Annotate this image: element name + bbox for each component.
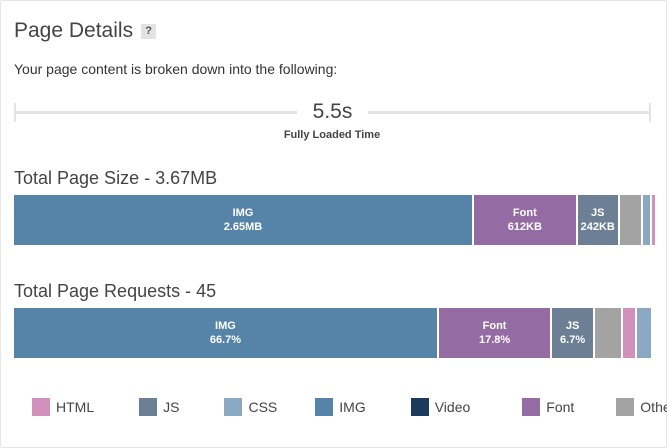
legend-label: Font	[546, 399, 575, 415]
legend-item-js[interactable]: JS	[139, 398, 179, 416]
legend-swatch	[410, 398, 429, 416]
segment-name: JS	[565, 320, 580, 332]
legend-item-html[interactable]: HTML	[32, 398, 94, 416]
timeline-line-left	[14, 111, 297, 114]
legend-swatch	[522, 398, 541, 416]
legend-swatch	[315, 398, 334, 416]
content-type-legend: HTML JS CSS IMG Video Font Other	[32, 398, 667, 416]
segment-value: 66.7%	[209, 334, 242, 346]
title-row: Page Details ?	[14, 19, 157, 43]
segment-name: Font	[482, 320, 507, 332]
bar-segment-css[interactable]	[636, 308, 651, 358]
fully-loaded-time-label: Fully Loaded Time	[283, 129, 381, 141]
page-requests-bar: IMG 66.7% Font 17.8% JS 6.7%	[14, 308, 651, 358]
legend-item-other[interactable]: Other	[616, 398, 667, 416]
segment-value: 612KB	[507, 221, 542, 233]
segment-name: JS	[591, 207, 605, 219]
bar-segment-js[interactable]: JS 6.7%	[552, 308, 595, 358]
help-icon[interactable]: ?	[141, 23, 157, 39]
segment-name: IMG	[215, 320, 236, 332]
legend-label: Video	[434, 399, 471, 415]
segment-name: Font	[512, 207, 537, 219]
bar-segment-js[interactable]: JS 242KB	[577, 195, 620, 245]
bar-segment-other[interactable]	[619, 195, 644, 245]
legend-item-font[interactable]: Font	[522, 398, 574, 416]
total-page-size-title: Total Page Size - 3.67MB	[14, 168, 218, 188]
bar-segment-css[interactable]	[643, 195, 652, 245]
legend-label: HTML	[56, 399, 95, 415]
legend-label: IMG	[339, 399, 366, 415]
legend-label: CSS	[248, 399, 278, 415]
segment-value: 2.65MB	[223, 221, 263, 233]
segment-value: 242KB	[580, 221, 615, 233]
bar-segment-font[interactable]: Font 612KB	[473, 195, 578, 245]
legend-label: JS	[163, 399, 180, 415]
timeline-end-cap	[649, 103, 651, 122]
segment-value: 17.8%	[478, 334, 511, 346]
bar-segment-font[interactable]: Font 17.8%	[438, 308, 553, 358]
bar-segment-html[interactable]	[622, 308, 637, 358]
legend-swatch	[224, 398, 243, 416]
legend-label: Other	[640, 399, 667, 415]
legend-swatch	[616, 398, 635, 416]
legend-swatch	[32, 398, 50, 416]
bar-segment-html[interactable]	[651, 195, 655, 245]
total-page-requests-title: Total Page Requests - 45	[14, 281, 217, 301]
segment-value: 6.7%	[560, 334, 586, 346]
legend-swatch	[139, 398, 158, 416]
timeline-line-right	[368, 111, 651, 114]
page-size-bar: IMG 2.65MB Font 612KB JS 242KB	[14, 195, 655, 245]
page-subtitle: Your page content is broken down into th…	[14, 61, 338, 77]
fully-loaded-timeline: 5.5s Fully Loaded Time	[14, 100, 651, 141]
bar-segment-img[interactable]: IMG 2.65MB	[14, 195, 474, 245]
segment-name: IMG	[232, 207, 254, 219]
fully-loaded-time-value: 5.5s	[312, 100, 353, 123]
legend-item-video[interactable]: Video	[410, 398, 471, 416]
page-title: Page Details	[14, 19, 134, 42]
bar-segment-other[interactable]	[594, 308, 623, 358]
legend-item-css[interactable]: CSS	[224, 398, 277, 416]
legend-item-img[interactable]: IMG	[315, 398, 366, 416]
bar-segment-img[interactable]: IMG 66.7%	[14, 308, 439, 358]
